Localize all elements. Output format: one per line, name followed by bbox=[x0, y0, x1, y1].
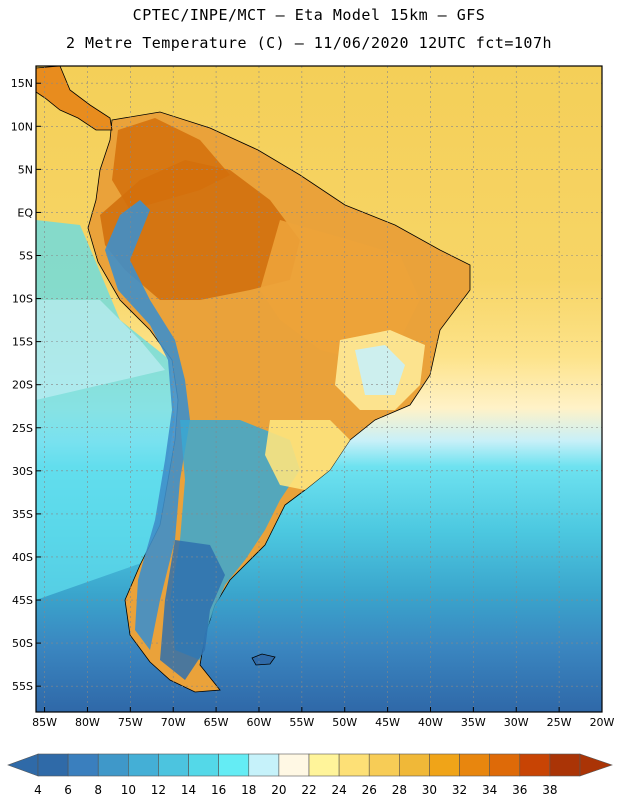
graticule bbox=[36, 66, 602, 712]
lon-label: 85W bbox=[32, 716, 57, 729]
colorbar-label: 18 bbox=[241, 783, 256, 797]
colorbar-label: 32 bbox=[452, 783, 467, 797]
uruguay-warm-region bbox=[265, 420, 350, 490]
colorbar-swatch bbox=[248, 753, 280, 777]
colorbar-label: 36 bbox=[512, 783, 527, 797]
longitude-labels: 85W 80W 75W 70W 65W 60W 55W 50W 45W 40W 35W 30W 25W 2… bbox=[32, 707, 615, 729]
colorbar-label: 22 bbox=[301, 783, 316, 797]
southeast-cool-patch bbox=[355, 345, 405, 395]
lat-label: 25S bbox=[12, 422, 33, 435]
colorbar-swatch bbox=[37, 753, 69, 777]
colorbar-swatch bbox=[549, 753, 581, 777]
colorbar-swatch bbox=[278, 753, 310, 777]
colorbar-label: 6 bbox=[64, 783, 72, 797]
colorbar: 4 6 8 10 12 14 16 18 20 22 24 26 28 30 32 34 36 38 bbox=[7, 753, 613, 797]
colorbar-swatch bbox=[459, 753, 490, 777]
lat-label: 15N bbox=[11, 77, 33, 90]
lon-label: 40W bbox=[418, 716, 443, 729]
central-america-land bbox=[36, 66, 113, 131]
lon-label: 35W bbox=[461, 716, 486, 729]
colorbar-swatch bbox=[158, 753, 189, 777]
colorbar-labels: 4 6 8 10 12 14 16 18 20 22 24 26 28 30 32 34 36 38 bbox=[34, 783, 557, 797]
lon-label: 45W bbox=[375, 716, 400, 729]
colorbar-swatch bbox=[308, 753, 340, 777]
colorbar-swatch bbox=[218, 753, 250, 777]
lon-label: 60W bbox=[247, 716, 272, 729]
colorbar-label: 20 bbox=[271, 783, 286, 797]
colorbar-label: 30 bbox=[422, 783, 437, 797]
map-frame bbox=[35, 65, 603, 713]
lon-label: 55W bbox=[289, 716, 314, 729]
latitude-labels: 15N 10N 5N EQ 5S 10S 15S 20S 25S 30S 35S 40S 45S 50S 5… bbox=[11, 77, 41, 693]
colorbar-swatch bbox=[338, 753, 370, 777]
lat-label: 5S bbox=[19, 249, 33, 262]
temperature-map: 15N 10N 5N EQ 5S 10S 15S 20S 25S 30S 35S 40S 45S 50S 5… bbox=[11, 65, 615, 729]
lon-label: 80W bbox=[75, 716, 100, 729]
colorbar-low-arrow bbox=[7, 753, 39, 777]
colorbar-label: 24 bbox=[331, 783, 346, 797]
central-brazil-region bbox=[260, 220, 420, 360]
colorbar-label: 16 bbox=[211, 783, 226, 797]
colorbar-swatches bbox=[7, 753, 613, 777]
colorbar-label: 34 bbox=[482, 783, 497, 797]
lon-label: 65W bbox=[204, 716, 229, 729]
lat-label: 55S bbox=[12, 680, 33, 693]
colorbar-swatch bbox=[188, 753, 219, 777]
lon-label: 20W bbox=[590, 716, 615, 729]
colorbar-label: 28 bbox=[392, 783, 407, 797]
colorbar-swatch bbox=[399, 753, 430, 777]
lon-label: 50W bbox=[332, 716, 357, 729]
colorbar-label: 14 bbox=[181, 783, 196, 797]
colorbar-swatch bbox=[67, 753, 99, 777]
colorbar-swatch bbox=[128, 753, 159, 777]
falklands-land bbox=[251, 653, 276, 666]
title-line-2: 2 Metre Temperature (C) – 11/06/2020 12U… bbox=[65, 34, 553, 52]
title-line-1: CPTEC/INPE/MCT – Eta Model 15km – GFS bbox=[132, 6, 486, 24]
colorbar-swatch bbox=[97, 753, 129, 777]
colorbar-swatch bbox=[519, 753, 551, 777]
lat-label: 10N bbox=[11, 120, 33, 133]
lat-label: 50S bbox=[12, 637, 33, 650]
colorbar-label: 38 bbox=[542, 783, 557, 797]
andes-cold-region bbox=[105, 200, 190, 650]
lat-label: 5N bbox=[18, 163, 33, 176]
colorbar-label: 10 bbox=[121, 783, 136, 797]
lon-label: 30W bbox=[504, 716, 529, 729]
lat-label: 10S bbox=[12, 293, 33, 306]
colorbar-label: 8 bbox=[94, 783, 102, 797]
colorbar-swatch bbox=[429, 753, 460, 777]
lat-label: 40S bbox=[12, 551, 33, 564]
lon-label: 25W bbox=[547, 716, 572, 729]
lat-label: 30S bbox=[12, 465, 33, 478]
patagonia-cold-region bbox=[160, 540, 225, 680]
colorbar-high-arrow bbox=[579, 753, 613, 777]
map-area bbox=[36, 66, 602, 712]
colorbar-label: 26 bbox=[362, 783, 377, 797]
northwest-hot-region bbox=[112, 118, 230, 210]
colorbar-label: 12 bbox=[151, 783, 166, 797]
lat-label: EQ bbox=[17, 206, 33, 219]
lat-label: 15S bbox=[12, 336, 33, 349]
lat-label: 20S bbox=[12, 379, 33, 392]
lat-label: 35S bbox=[12, 508, 33, 521]
lon-label: 75W bbox=[118, 716, 143, 729]
lon-label: 70W bbox=[161, 716, 186, 729]
lat-label: 45S bbox=[12, 594, 33, 607]
colorbar-swatch bbox=[368, 753, 400, 777]
pacific-mild-field bbox=[36, 300, 165, 400]
colorbar-swatch bbox=[489, 753, 521, 777]
colorbar-label: 4 bbox=[34, 783, 42, 797]
